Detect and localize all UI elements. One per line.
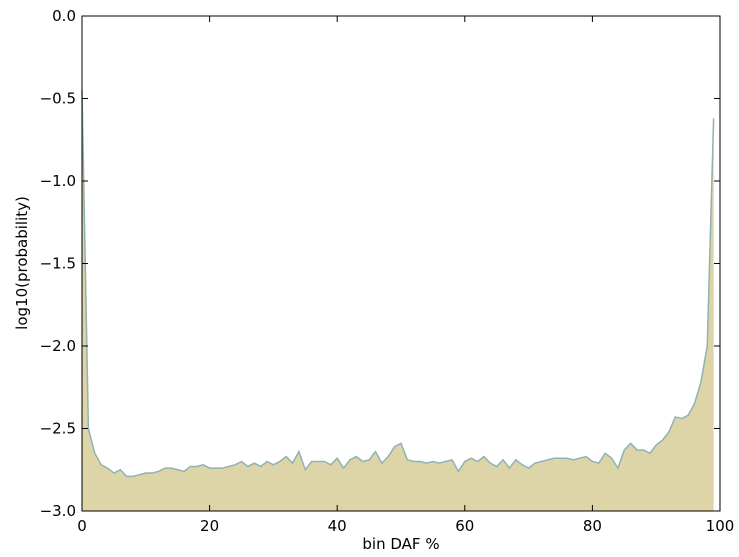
x-tick-label: 0 [77,517,87,535]
x-tick-label: 100 [706,517,735,535]
x-axis-label: bin DAF % [362,535,439,553]
x-tick-label: 40 [328,517,347,535]
y-tick-label: 0.0 [52,7,76,25]
y-axis-label: log10(probability) [13,196,31,330]
area [82,90,714,511]
y-tick-label: −0.5 [40,90,76,108]
y-tick-label: −2.0 [40,337,76,355]
y-tick-label: −2.5 [40,420,76,438]
x-tick-label: 80 [583,517,602,535]
y-tick-label: −3.0 [40,502,76,520]
x-tick-label: 20 [200,517,219,535]
plot-frame [81,15,721,512]
y-tick-label: −1.0 [40,172,76,190]
line [81,90,715,478]
x-tick-label: 60 [455,517,474,535]
y-tick-label: −1.5 [40,255,76,273]
